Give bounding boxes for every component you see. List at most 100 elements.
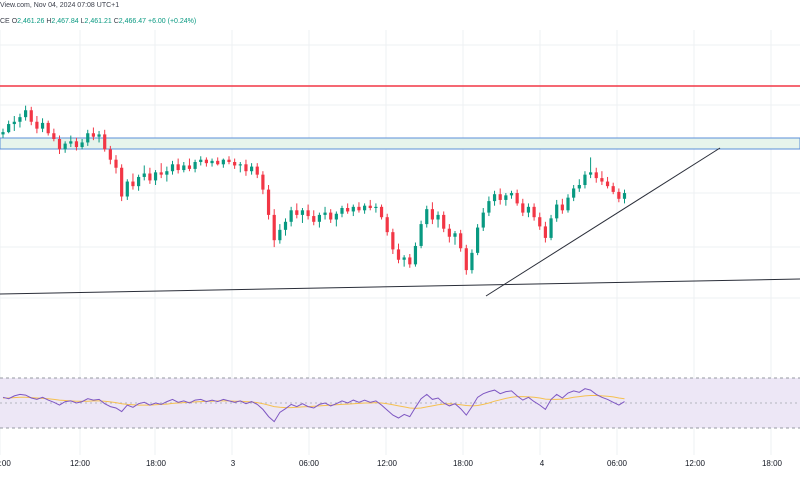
change-value: +6.00 (+0.24%) bbox=[147, 18, 197, 25]
candle-body bbox=[385, 217, 389, 233]
close-value: 2,466.47 bbox=[118, 18, 147, 25]
candle-body bbox=[278, 229, 282, 241]
candle-body bbox=[622, 193, 627, 199]
candle-body bbox=[346, 208, 350, 212]
candle-body bbox=[7, 124, 11, 133]
candle-body bbox=[193, 162, 197, 169]
candle-body bbox=[255, 166, 259, 175]
x-tick-label: 18:00 bbox=[146, 459, 167, 468]
candle-body bbox=[549, 218, 553, 238]
candle-body bbox=[233, 162, 237, 166]
ascending-trendline[interactable] bbox=[485, 147, 721, 297]
candle-body bbox=[216, 160, 220, 165]
x-tick-label: 18:00 bbox=[762, 459, 783, 468]
candle-body bbox=[600, 178, 604, 182]
candle-body bbox=[334, 213, 338, 220]
supply-zone[interactable] bbox=[0, 137, 800, 150]
candle-body bbox=[453, 233, 457, 237]
candle-body bbox=[329, 212, 333, 220]
candle-body bbox=[521, 203, 525, 213]
candle-body bbox=[74, 141, 79, 148]
candle-body bbox=[481, 212, 485, 228]
high-value: 2,467.84 bbox=[51, 18, 79, 25]
candle-body bbox=[532, 206, 536, 218]
candle-body bbox=[498, 194, 502, 200]
candle-body bbox=[137, 176, 141, 187]
candle-body bbox=[108, 149, 112, 160]
candle-body bbox=[52, 133, 56, 139]
rsi-line bbox=[2, 388, 625, 423]
close-label: C bbox=[113, 18, 119, 25]
x-tick-label: 06:00 bbox=[607, 459, 628, 468]
candle-body bbox=[476, 227, 480, 253]
candle-body bbox=[323, 212, 327, 215]
candle-body bbox=[312, 216, 316, 222]
candle-body bbox=[69, 141, 73, 144]
candle-body bbox=[261, 174, 265, 190]
candle-body bbox=[526, 206, 531, 213]
candle-body bbox=[504, 195, 508, 200]
candle-body bbox=[170, 164, 175, 172]
candle-body bbox=[436, 214, 440, 220]
candle-body bbox=[63, 143, 67, 150]
candle-body bbox=[555, 204, 559, 219]
candle-body bbox=[357, 206, 361, 211]
candle-body bbox=[266, 189, 271, 215]
candle-body bbox=[57, 139, 62, 150]
candle-body bbox=[538, 217, 542, 227]
candle-body bbox=[1, 132, 5, 135]
candle-body bbox=[589, 172, 593, 175]
x-tick-label: 12:00 bbox=[70, 459, 91, 468]
x-tick-label: 12:00 bbox=[685, 459, 706, 468]
candle-body bbox=[617, 191, 621, 199]
candle-body bbox=[227, 159, 231, 162]
rsi-ma-line bbox=[3, 395, 625, 409]
candle-body bbox=[509, 193, 514, 196]
candle-body bbox=[114, 159, 118, 168]
candle-body bbox=[176, 164, 180, 171]
high-label: H bbox=[46, 18, 52, 25]
candle-body bbox=[97, 134, 101, 137]
candle-body bbox=[447, 228, 451, 237]
candle-body bbox=[300, 210, 305, 215]
candle-body bbox=[611, 186, 615, 192]
candle-body bbox=[210, 160, 214, 164]
time-axis: 0:00 12:00 18:00 3 06:00 12:00 18:00 4 06:00 12:0… bbox=[0, 459, 783, 468]
candle-body bbox=[24, 110, 28, 118]
candle-body bbox=[80, 142, 84, 148]
candle-body bbox=[363, 205, 367, 211]
candle-body bbox=[408, 257, 412, 265]
x-tick-label: 3 bbox=[231, 459, 236, 468]
candle-body bbox=[413, 245, 418, 265]
candle-body bbox=[340, 208, 344, 214]
candle-body bbox=[560, 204, 564, 211]
candle-body bbox=[442, 214, 446, 229]
low-label: L bbox=[80, 18, 85, 25]
candle-body bbox=[204, 159, 208, 164]
candle-body bbox=[120, 167, 124, 197]
x-tick-label: 0:00 bbox=[0, 459, 11, 468]
candle-body bbox=[566, 197, 570, 211]
candle-body bbox=[464, 248, 468, 271]
candle-body bbox=[379, 206, 384, 218]
candle-body bbox=[391, 232, 395, 250]
candle-body bbox=[131, 181, 135, 187]
open-label: O bbox=[11, 18, 18, 25]
candle-body bbox=[605, 181, 610, 187]
candle-body bbox=[148, 173, 152, 181]
candle-body bbox=[306, 210, 310, 217]
candle-body bbox=[419, 224, 423, 246]
candle-body bbox=[425, 209, 429, 225]
candle-body bbox=[159, 172, 163, 175]
support-trendline[interactable] bbox=[0, 278, 800, 295]
x-tick-label: 4 bbox=[540, 459, 545, 468]
candle-body bbox=[402, 257, 406, 260]
candle-body bbox=[577, 185, 581, 189]
candle-body bbox=[594, 172, 598, 179]
candle-body bbox=[244, 164, 248, 172]
candle-body bbox=[125, 181, 129, 197]
candle-body bbox=[430, 209, 434, 220]
candle-body bbox=[40, 122, 45, 129]
candle-body bbox=[272, 214, 276, 241]
